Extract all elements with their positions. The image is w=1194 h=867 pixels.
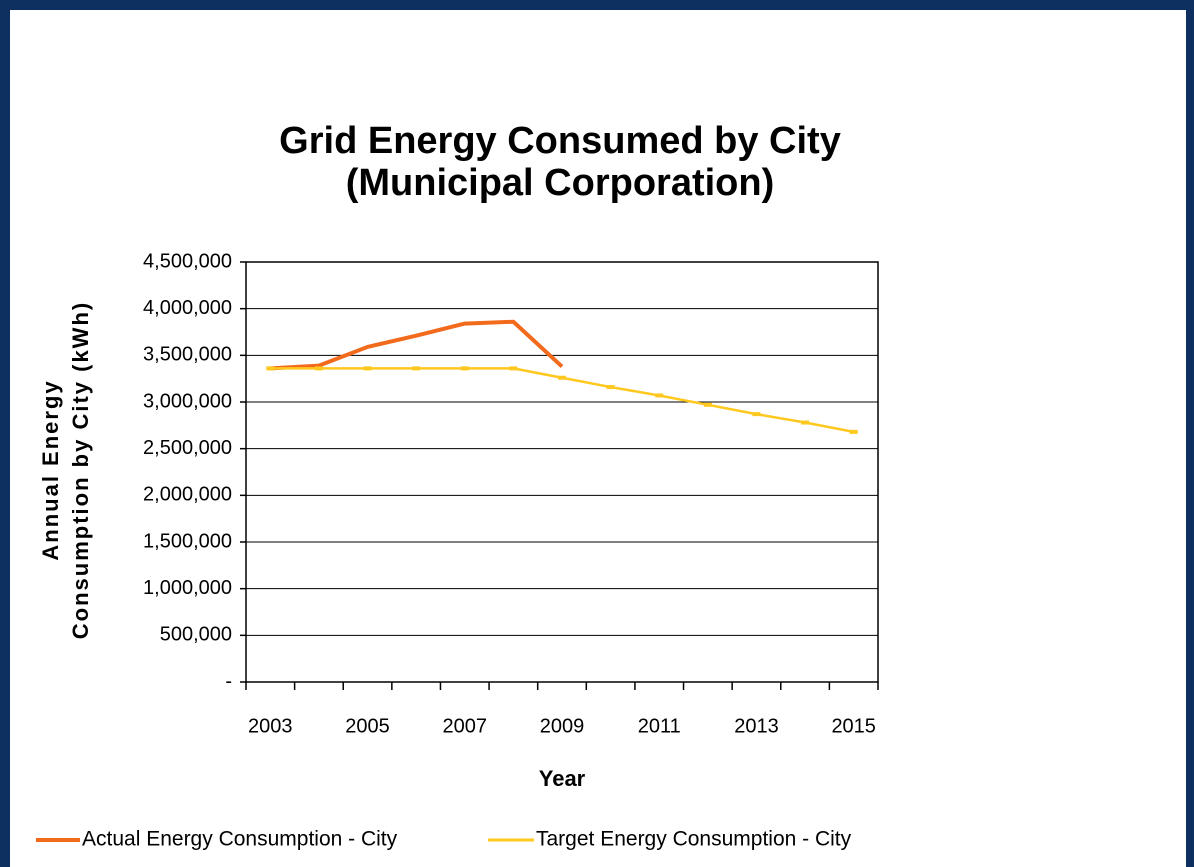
background xyxy=(10,10,1186,867)
legend-label: Target Energy Consumption - City xyxy=(536,828,852,851)
x-tick-label: 2007 xyxy=(443,715,488,737)
x-tick-label: 2003 xyxy=(248,715,293,737)
y-tick-label: - xyxy=(225,670,232,692)
x-tick-label: 2015 xyxy=(831,715,876,737)
x-tick-label: 2013 xyxy=(734,715,779,737)
y-axis-label-line: Consumption by City (kWh) xyxy=(68,301,93,639)
x-tick-label: 2009 xyxy=(540,715,585,737)
y-tick-label: 500,000 xyxy=(160,624,232,646)
y-tick-label: 2,000,000 xyxy=(143,484,232,506)
x-axis-label: Year xyxy=(539,766,586,791)
y-axis-label: Annual Energy Consumption by City (kWh) xyxy=(38,301,93,639)
x-tick-label: 2005 xyxy=(345,715,390,737)
y-tick-label: 4,500,000 xyxy=(143,250,232,272)
y-tick-label: 1,500,000 xyxy=(143,530,232,552)
chart-title: Grid Energy Consumed by City xyxy=(279,120,841,162)
y-tick-label: 1,000,000 xyxy=(143,577,232,599)
y-tick-label: 3,500,000 xyxy=(143,344,232,366)
x-tick-label: 2011 xyxy=(638,715,681,737)
y-tick-label: 2,500,000 xyxy=(143,437,232,459)
y-tick-label: 3,000,000 xyxy=(143,390,232,412)
legend: Actual Energy Consumption - City Target … xyxy=(36,828,852,851)
y-axis-label-line: Annual Energy xyxy=(38,379,63,560)
plot-border xyxy=(245,261,879,683)
series-line xyxy=(270,319,564,371)
chart-title: (Municipal Corporation) xyxy=(346,162,775,204)
y-tick-label: 4,000,000 xyxy=(143,297,232,319)
legend-label: Actual Energy Consumption - City xyxy=(82,828,398,851)
